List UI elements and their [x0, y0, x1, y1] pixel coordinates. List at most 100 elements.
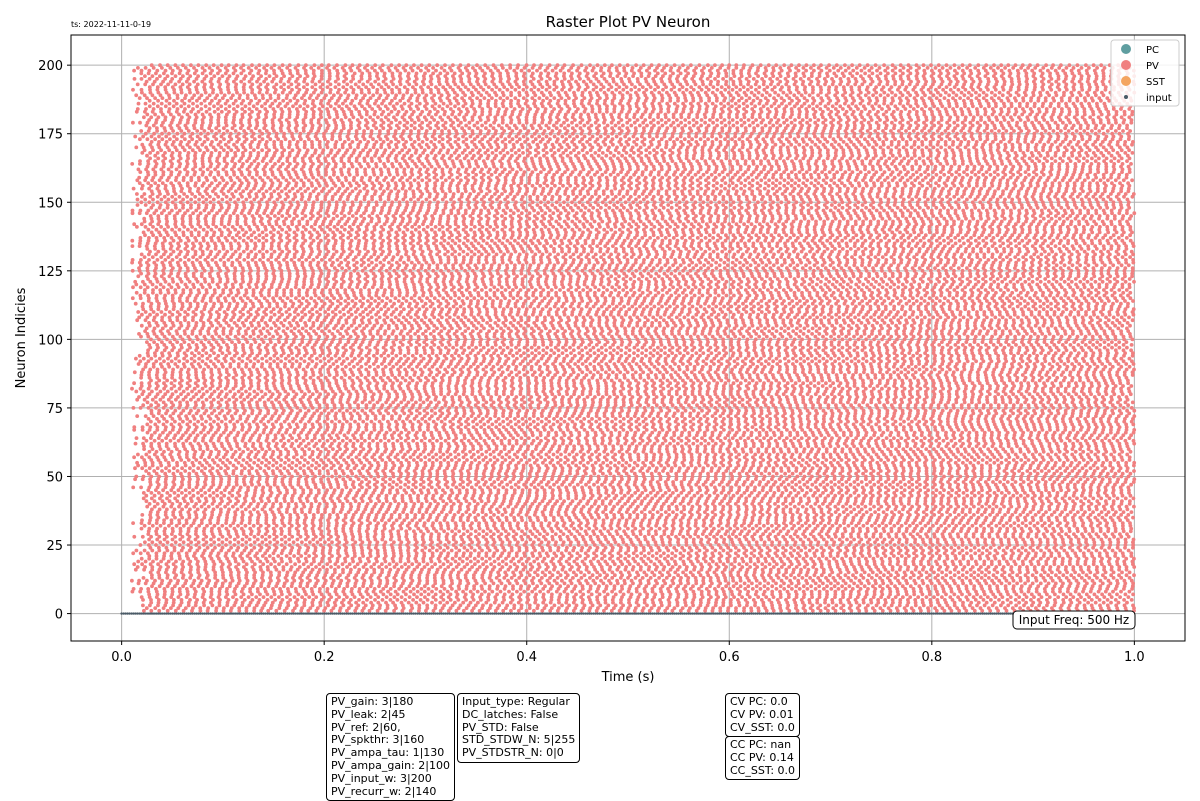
pv-spike [253, 562, 257, 566]
pv-spike [917, 584, 921, 588]
pv-spike [615, 579, 619, 583]
pv-spike [425, 604, 429, 608]
pv-spike [323, 606, 327, 610]
pv-spike [178, 587, 182, 591]
pv-spike [618, 518, 622, 522]
pv-spike [139, 543, 143, 547]
pv-spike [381, 598, 385, 602]
pv-spike [893, 543, 897, 547]
pv-spike [137, 579, 141, 583]
pv-spike [943, 579, 947, 583]
pv-spike [889, 527, 893, 531]
pv-spike [691, 505, 695, 509]
pv-spike [776, 598, 780, 602]
pv-spike [760, 598, 764, 602]
pv-spike [1080, 532, 1084, 536]
pv-spike [580, 576, 584, 580]
pv-spike [1124, 538, 1128, 542]
pv-spike [451, 568, 455, 572]
pv-spike [997, 560, 1001, 564]
pv-spike [836, 582, 840, 586]
pv-spike [777, 524, 781, 528]
pv-spike [605, 573, 609, 577]
pv-spike [1132, 538, 1136, 542]
pv-spike [660, 513, 664, 517]
pv-spike [540, 540, 544, 544]
pv-spike [385, 595, 389, 599]
pv-spike [389, 593, 393, 597]
pv-spike [229, 546, 233, 550]
pv-spike [1050, 532, 1054, 536]
pv-spike [272, 557, 276, 561]
pv-spike [384, 540, 388, 544]
pv-spike [977, 549, 981, 553]
pv-spike [713, 587, 717, 591]
pv-spike [476, 590, 480, 594]
pv-spike [314, 565, 318, 569]
pv-spike [544, 562, 548, 566]
pv-spike [784, 598, 788, 602]
pv-spike [636, 513, 640, 517]
pv-spike [868, 508, 872, 512]
pv-spike [818, 590, 822, 594]
pv-spike [812, 535, 816, 539]
pv-spike [263, 587, 267, 591]
pv-spike [519, 571, 523, 575]
pv-spike [197, 540, 201, 544]
pv-spike [936, 538, 940, 542]
pv-spike [1130, 598, 1134, 602]
pv-spike [728, 587, 732, 591]
pv-spike [480, 584, 484, 588]
pv-spike [928, 546, 932, 550]
pv-spike [829, 587, 833, 591]
pv-spike [288, 543, 292, 547]
pv-spike [1014, 598, 1018, 602]
pv-spike [407, 601, 411, 605]
pv-spike [784, 549, 788, 553]
pv-spike [552, 516, 556, 520]
pv-spike [179, 527, 183, 531]
pv-spike [1107, 579, 1111, 583]
pv-spike [532, 576, 536, 580]
pv-spike [712, 535, 716, 539]
pv-spike [631, 529, 635, 533]
pv-spike [712, 527, 716, 531]
pv-spike [584, 579, 588, 583]
pv-spike [798, 587, 802, 591]
pv-spike [640, 510, 644, 514]
pv-spike [1053, 598, 1057, 602]
pv-spike [219, 508, 223, 512]
pv-spike [985, 549, 989, 553]
pv-spike [492, 513, 496, 517]
pv-spike [157, 546, 161, 550]
pv-spike [767, 598, 771, 602]
pv-spike [896, 557, 900, 561]
pv-spike [552, 551, 556, 555]
pv-spike [957, 571, 961, 575]
pv-spike [173, 508, 177, 512]
pv-spike [177, 551, 181, 555]
pv-spike [742, 606, 746, 610]
pv-spike [753, 562, 757, 566]
pv-spike [454, 521, 458, 525]
pv-spike [227, 598, 231, 602]
pv-spike [525, 609, 529, 613]
pv-spike [376, 521, 380, 525]
pv-spike [952, 593, 956, 597]
pv-spike [1033, 565, 1037, 569]
pv-spike [972, 576, 976, 580]
pv-spike [1064, 595, 1068, 599]
pv-spike [874, 546, 878, 550]
pv-spike [614, 593, 618, 597]
pv-spike [710, 551, 714, 555]
pv-spike [1065, 576, 1069, 580]
pv-spike [822, 587, 826, 591]
pv-spike [605, 584, 609, 588]
pv-spike [625, 543, 629, 547]
pv-spike [408, 521, 412, 525]
pv-spike [1044, 527, 1048, 531]
pv-spike [559, 573, 563, 577]
pv-spike [151, 524, 155, 528]
pv-spike [1131, 593, 1135, 597]
pv-spike [909, 543, 913, 547]
